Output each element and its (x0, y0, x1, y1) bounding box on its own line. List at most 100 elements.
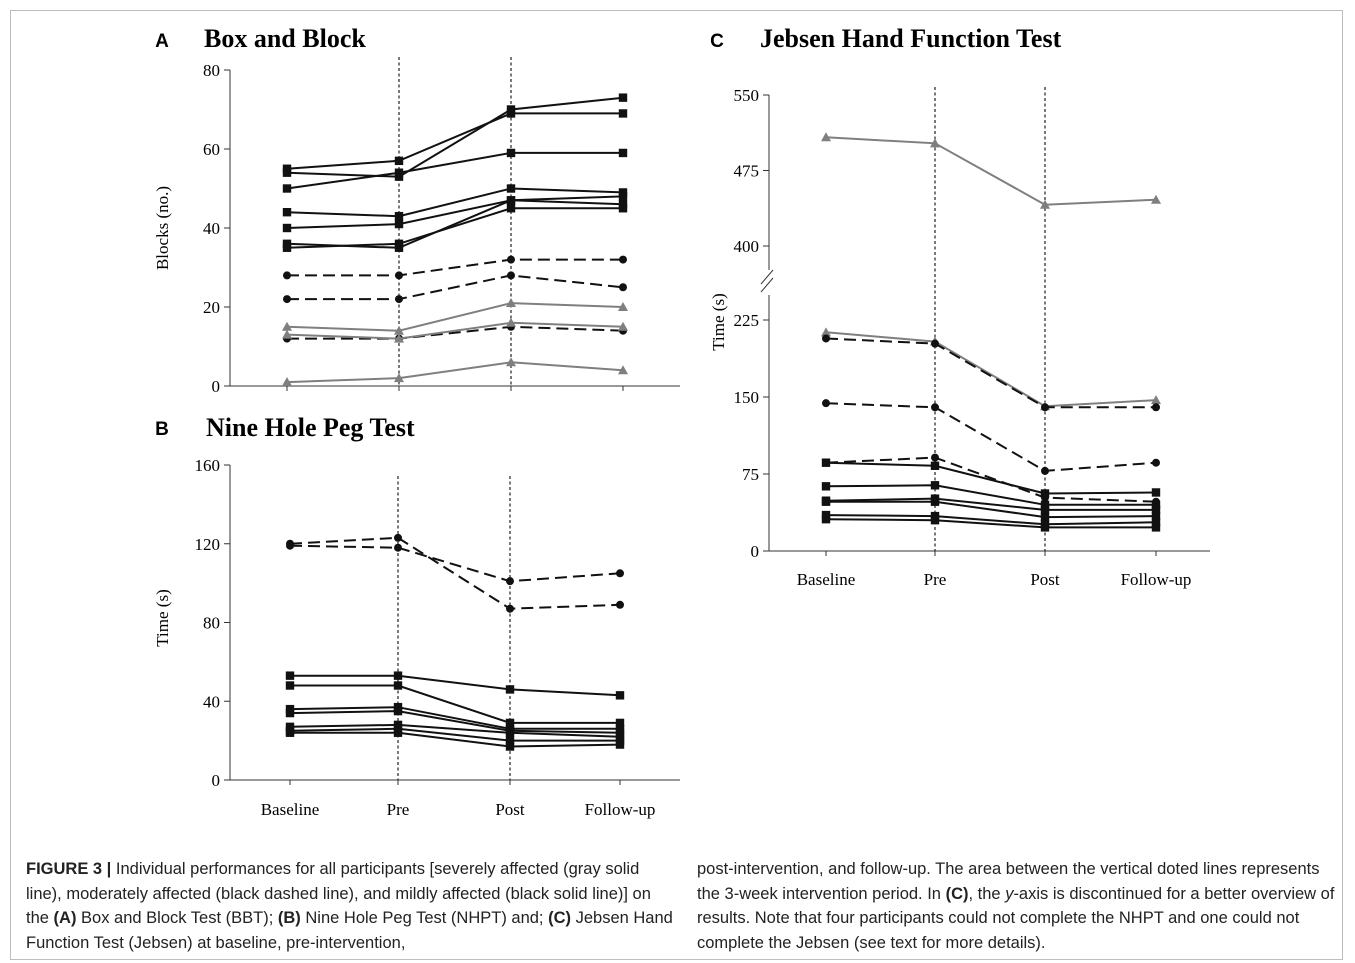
series-line (286, 187, 624, 218)
data-point (394, 333, 404, 343)
data-point (283, 295, 291, 304)
panel-title: Nine Hole Peg Test (206, 413, 415, 442)
series-mild (821, 458, 1161, 498)
caption-left: FIGURE 3 | Individual performances for a… (26, 857, 676, 955)
caption-right-part: , the (968, 884, 1006, 903)
data-point (282, 208, 292, 217)
data-point (619, 255, 627, 264)
data-point (285, 728, 295, 737)
series-line (289, 536, 621, 610)
caption-left-part: (B) (277, 909, 301, 927)
data-point (506, 148, 516, 158)
series-moderate (822, 334, 1160, 412)
data-point (930, 497, 940, 506)
axis-break-mark (760, 277, 774, 293)
series-line (287, 274, 624, 301)
caption-left-part: Nine Hole Peg Test (NHPT) and; (300, 909, 549, 927)
y-tick-label: 120 (195, 535, 221, 554)
series-line (825, 402, 1157, 472)
data-point (506, 577, 514, 586)
series-line (290, 684, 620, 724)
data-point (394, 543, 402, 552)
figure-frame (10, 10, 1343, 960)
data-point (1041, 466, 1049, 475)
data-point (282, 329, 292, 339)
series-line (286, 321, 624, 340)
data-point (506, 204, 516, 213)
series-line (286, 151, 623, 190)
series-severe (821, 132, 1161, 209)
data-point (1040, 500, 1050, 509)
series-line (289, 710, 621, 734)
caption-left-part: (A) (53, 909, 77, 927)
data-point (394, 156, 404, 166)
data-point (285, 681, 295, 690)
y-tick-label: 20 (203, 298, 220, 317)
series-mild (821, 514, 1161, 532)
axis-break-mark (760, 269, 774, 285)
data-point (505, 736, 515, 745)
series-line (286, 207, 623, 249)
panel-c: C Jebsen Hand Function Test 0 75 150 225 400 47… (709, 24, 1210, 589)
data-point (1151, 511, 1161, 521)
y-tick-label: 40 (203, 692, 220, 711)
series-severe (282, 317, 628, 343)
y-tick-label: 400 (734, 237, 760, 256)
caption-right-part: y (1005, 884, 1014, 903)
series-line (286, 361, 624, 384)
series-mild (285, 728, 625, 751)
caption-left-part: Box and Block Test (BBT); (76, 909, 278, 927)
data-point (616, 600, 624, 609)
series-line (289, 723, 621, 738)
series-line (825, 514, 1157, 526)
y-tick-label: 60 (203, 140, 220, 159)
x-tick-label: Post (495, 800, 525, 819)
data-point (282, 184, 292, 193)
data-point (395, 295, 403, 304)
data-point (821, 458, 831, 467)
data-point (1040, 512, 1050, 522)
caption-right-part: post-intervention, and follow-up. The ar… (697, 860, 1320, 903)
series-line (290, 674, 621, 697)
x-tick-label: Pre (387, 800, 410, 819)
data-point (1151, 194, 1161, 204)
panel-label: A (155, 31, 169, 52)
data-point (1151, 518, 1161, 527)
series-line (825, 331, 1157, 408)
data-point (394, 533, 402, 542)
data-point (507, 255, 515, 264)
series-severe (282, 357, 628, 387)
data-point (930, 516, 940, 525)
data-point (394, 211, 404, 221)
data-point (930, 461, 940, 470)
data-point (1151, 505, 1161, 515)
series-severe (282, 298, 628, 335)
series-mild (282, 192, 628, 252)
data-point (1040, 505, 1050, 515)
data-point (821, 327, 831, 337)
panel-label: B (155, 419, 169, 440)
data-point (930, 481, 940, 490)
series-line (290, 731, 621, 748)
data-point (931, 453, 939, 462)
series-line (289, 544, 621, 583)
data-point (285, 708, 295, 718)
data-point (505, 718, 515, 728)
data-point (394, 373, 404, 383)
data-point (285, 671, 295, 680)
series-line (825, 136, 1157, 206)
series-line (825, 484, 1156, 506)
data-point (506, 604, 514, 613)
data-point (505, 685, 515, 694)
caption-left-part: Jebsen Hand Function Test (Jebsen) at ba… (26, 909, 673, 952)
data-point (506, 317, 516, 327)
series-line (826, 500, 1157, 519)
data-point (618, 302, 628, 311)
caption-left-text: Individual performances for all particip… (26, 860, 673, 952)
caption-right-part: -axis is discontinued for a better overv… (697, 884, 1335, 952)
series-moderate (286, 541, 624, 586)
data-point (931, 339, 939, 348)
data-point (615, 718, 625, 728)
data-point (615, 740, 625, 749)
x-tick-label: Follow-up (1121, 570, 1192, 589)
